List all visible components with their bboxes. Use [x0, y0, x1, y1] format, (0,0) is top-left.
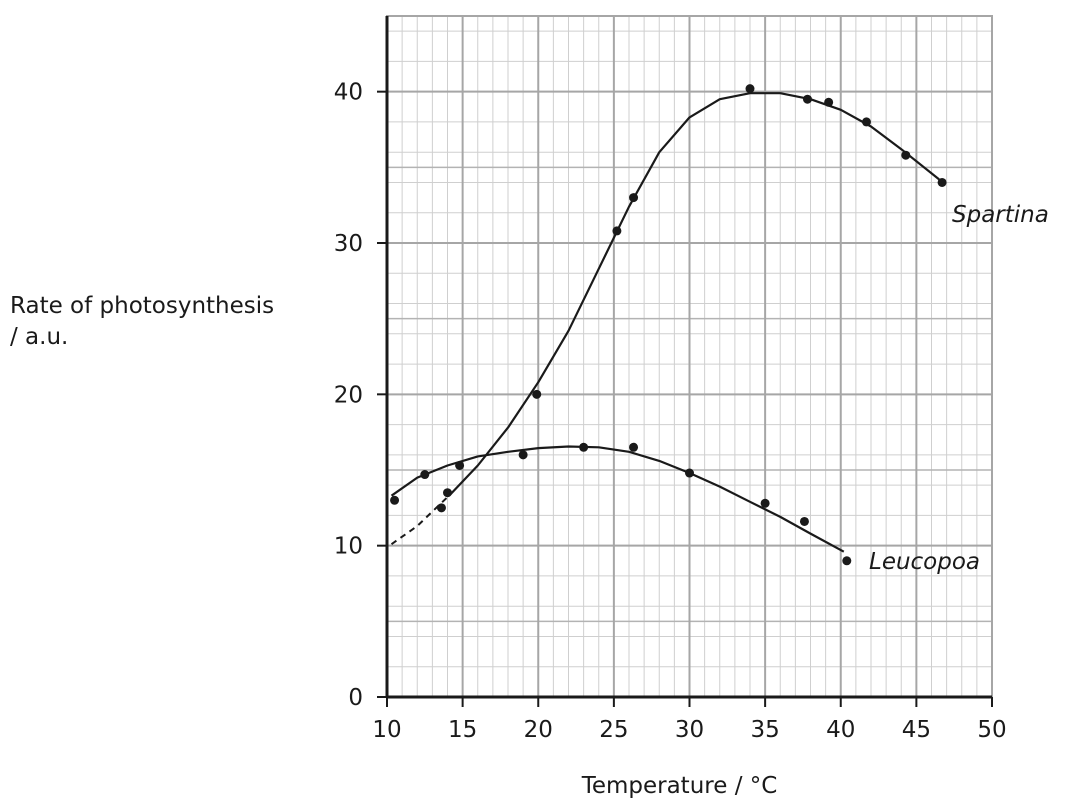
- x-tick-label: 45: [902, 717, 931, 743]
- y-tick-label: 10: [334, 534, 363, 560]
- spartina-extrapolation: [390, 493, 452, 546]
- spartina-point: [824, 97, 834, 107]
- spartina-label: Spartina: [952, 202, 1049, 228]
- x-tick-label: 20: [524, 717, 553, 743]
- y-axis-title-line: Rate of photosynthesis: [10, 293, 274, 319]
- leucopoa-point: [685, 468, 694, 478]
- y-tick-label: 40: [334, 80, 363, 106]
- spartina-point: [802, 94, 812, 104]
- spartina-point: [745, 84, 755, 94]
- x-tick-label: 15: [448, 717, 477, 743]
- spartina-point: [937, 177, 947, 187]
- x-tick-label: 40: [826, 717, 855, 743]
- labels: Temperature / °C Rate of photosynthesis / …: [10, 202, 1049, 799]
- x-tick-label: 30: [675, 717, 704, 743]
- spartina-point: [532, 389, 542, 399]
- tick-labels: 10 15 20 25 30 35 40 45 50 0 10 20 30 40: [334, 80, 1007, 743]
- spartina-point: [629, 193, 639, 203]
- spartina-point: [612, 226, 622, 236]
- y-tick-label: 0: [348, 685, 363, 711]
- leucopoa-point: [579, 442, 589, 452]
- spartina-point: [443, 488, 452, 498]
- x-tick-label: 50: [977, 717, 1006, 743]
- leucopoa-point: [420, 470, 430, 480]
- leucopoa-point: [799, 516, 809, 526]
- x-tick-label: 35: [750, 717, 779, 743]
- x-axis-title: Temperature / °C: [581, 773, 778, 799]
- series-points: [390, 84, 947, 566]
- spartina-curve: [449, 92, 940, 495]
- leucopoa-curve: [390, 445, 845, 553]
- leucopoa-point: [760, 498, 770, 508]
- spartina-point: [901, 150, 911, 160]
- leucopoa-point: [518, 450, 528, 460]
- leucopoa-point: [629, 442, 639, 452]
- leucopoa-point: [455, 460, 465, 470]
- spartina-point: [436, 503, 446, 513]
- leucopoa-point: [842, 556, 852, 566]
- y-axis-title-line: / a.u.: [10, 324, 68, 350]
- x-tick-label: 10: [372, 717, 401, 743]
- y-tick-label: 20: [334, 382, 363, 408]
- leucopoa-point: [390, 495, 400, 505]
- series-curves: [390, 92, 940, 553]
- x-tick-label: 25: [599, 717, 628, 743]
- leucopoa-label: Leucopoa: [869, 549, 980, 575]
- y-tick-label: 30: [334, 231, 363, 257]
- spartina-point: [861, 117, 871, 127]
